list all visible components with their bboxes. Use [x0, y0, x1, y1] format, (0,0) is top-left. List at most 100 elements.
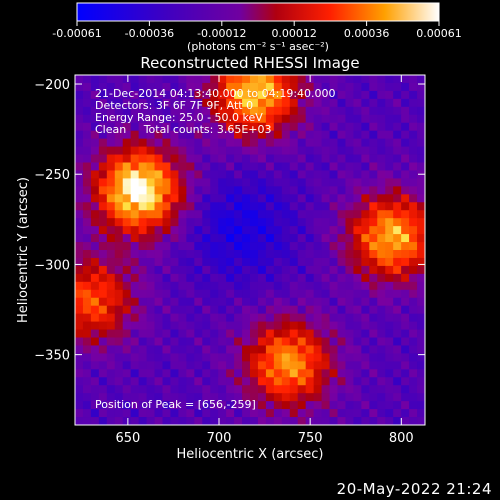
heatmap-cell — [202, 226, 211, 235]
heatmap-cell — [98, 257, 108, 267]
heatmap-cell — [345, 162, 354, 171]
heatmap-cell — [377, 194, 386, 203]
heatmap-cell — [393, 170, 402, 179]
heatmap-cell — [273, 369, 283, 378]
heatmap-cell — [75, 186, 84, 195]
heatmap-cell — [369, 122, 378, 132]
heatmap-cell — [393, 202, 402, 211]
heatmap-cell — [417, 146, 425, 155]
colorbar-tick-label: -0.00012 — [197, 27, 246, 40]
heatmap-cell — [273, 194, 283, 203]
heatmap-cell — [234, 273, 243, 283]
heatmap-cell — [194, 377, 203, 386]
heatmap-cell — [385, 353, 394, 362]
heatmap-cell — [194, 210, 203, 219]
heatmap-cell — [337, 75, 346, 84]
heatmap-cell — [273, 242, 283, 251]
heatmap-cell — [353, 273, 362, 283]
heatmap-cell — [361, 138, 370, 147]
heatmap-cell — [393, 194, 402, 203]
heatmap-cell — [369, 226, 378, 235]
heatmap-cell — [345, 377, 354, 386]
heatmap-cell — [281, 409, 291, 418]
heatmap-cell — [138, 353, 147, 362]
heatmap-cell — [146, 82, 155, 92]
heatmap-cell — [162, 369, 171, 378]
heatmap-cell — [114, 265, 124, 275]
heatmap-cell — [289, 130, 299, 140]
heatmap-cell — [82, 218, 92, 227]
heatmap-cell — [401, 234, 410, 243]
heatmap-cell — [82, 90, 92, 100]
heatmap-cell — [385, 170, 394, 179]
heatmap-cell — [146, 361, 155, 370]
heatmap-cell — [409, 281, 418, 291]
heatmap-cell — [186, 321, 195, 330]
heatmap-cell — [242, 353, 251, 362]
heatmap-cell — [82, 329, 92, 338]
heatmap-cell — [369, 369, 378, 378]
heatmap-cell — [409, 385, 418, 394]
heatmap-cell — [273, 345, 283, 354]
heatmap-cell — [162, 353, 171, 362]
heatmap-cell — [194, 138, 203, 147]
heatmap-cell — [297, 377, 307, 386]
heatmap-cell — [353, 289, 362, 299]
heatmap-cell — [297, 90, 307, 100]
heatmap-cell — [385, 345, 394, 354]
heatmap-cell — [210, 377, 219, 386]
heatmap-cell — [75, 98, 84, 108]
heatmap-cell — [321, 178, 330, 187]
heatmap-cell — [98, 226, 108, 235]
heatmap-cell — [329, 186, 338, 195]
heatmap-cell — [114, 361, 124, 370]
heatmap-cell — [170, 210, 179, 219]
heatmap-cell — [257, 98, 267, 108]
heatmap-cell — [90, 289, 100, 299]
heatmap-cell — [337, 90, 346, 100]
heatmap-cell — [210, 218, 219, 227]
heatmap-cell — [218, 82, 227, 92]
heatmap-cell — [114, 162, 124, 171]
heatmap-cell — [242, 401, 251, 410]
heatmap-cell — [377, 202, 386, 211]
heatmap-cell — [218, 130, 227, 140]
heatmap-cell — [401, 369, 410, 378]
heatmap-cell — [170, 297, 179, 307]
heatmap-cell — [273, 361, 283, 370]
heatmap-cell — [90, 122, 100, 132]
heatmap-cell — [234, 162, 243, 171]
heatmap-cell — [234, 138, 243, 147]
heatmap-cell — [273, 106, 283, 116]
heatmap-cell — [305, 377, 315, 386]
heatmap-cell — [146, 146, 155, 155]
heatmap-cell — [186, 353, 195, 362]
heatmap-cell — [345, 273, 354, 283]
heatmap-cell — [75, 82, 84, 92]
heatmap-cell — [401, 305, 410, 315]
heatmap-cell — [337, 385, 346, 394]
heatmap-cell — [305, 401, 315, 410]
heatmap-cell — [114, 377, 124, 386]
heatmap-cell — [281, 194, 291, 203]
heatmap-cell — [122, 369, 132, 378]
heatmap-cell — [361, 226, 370, 235]
heatmap-cell — [353, 170, 362, 179]
heatmap-cell — [377, 345, 386, 354]
heatmap-cell — [178, 122, 187, 132]
heatmap-cell — [210, 250, 219, 259]
heatmap-cell — [226, 385, 235, 394]
heatmap-cell — [90, 218, 100, 227]
heatmap-cell — [106, 393, 116, 402]
heatmap-cell — [265, 90, 275, 100]
heatmap-cell — [98, 98, 108, 108]
heatmap-cell — [401, 226, 410, 235]
heatmap-cell — [178, 210, 187, 219]
heatmap-cell — [226, 265, 235, 275]
heatmap-cell — [361, 234, 370, 243]
heatmap-cell — [353, 138, 362, 147]
heatmap-cell — [265, 297, 275, 307]
heatmap-cell — [417, 75, 425, 84]
heatmap-cell — [393, 162, 402, 171]
heatmap-cell — [361, 321, 370, 330]
